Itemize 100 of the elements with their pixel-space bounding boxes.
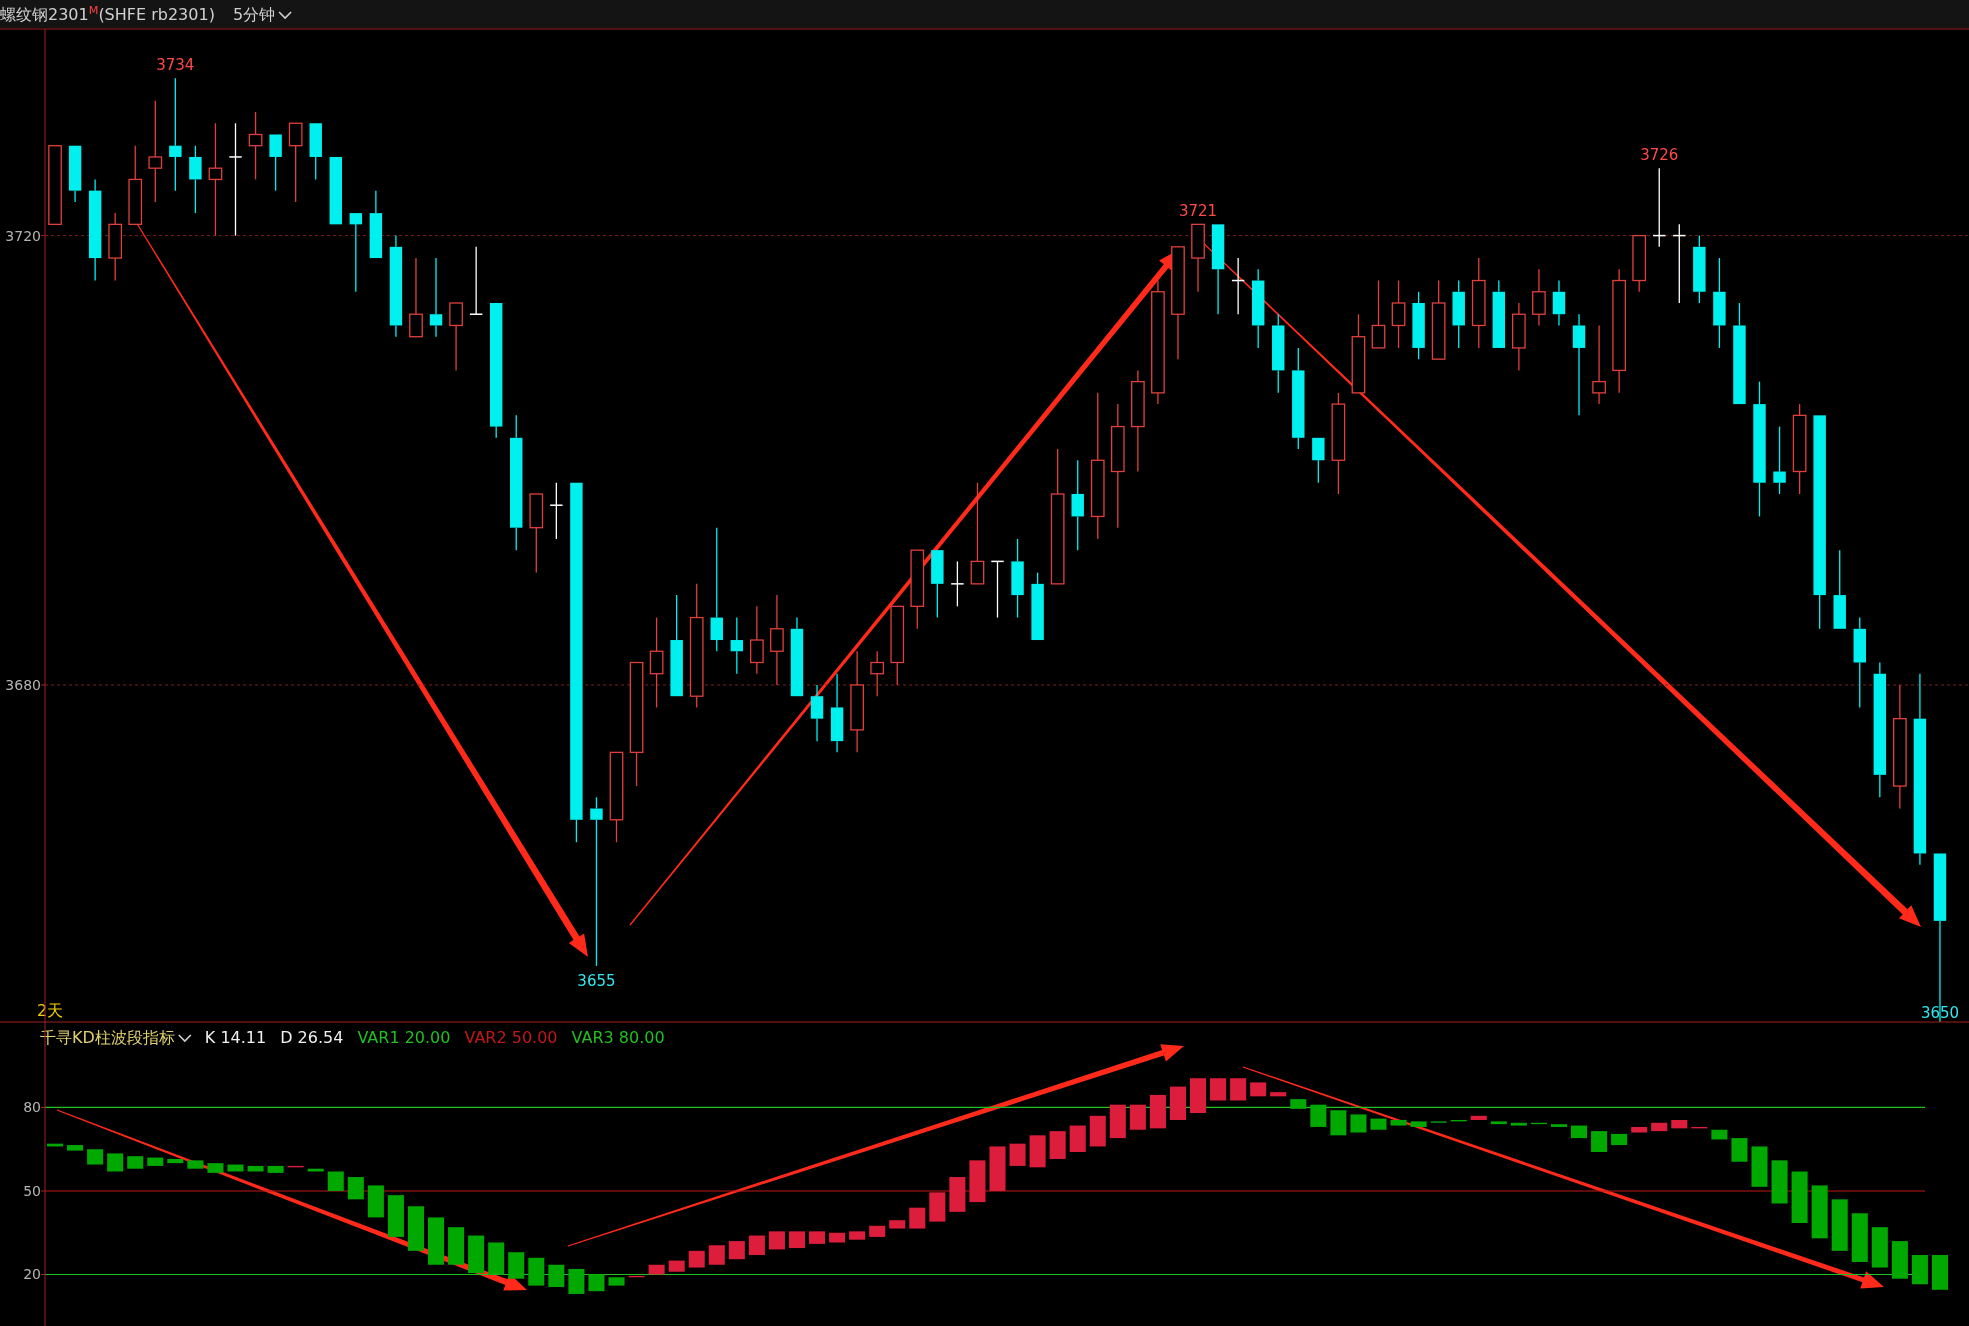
annotation: 3726 bbox=[1640, 146, 1679, 165]
candlestick bbox=[1071, 459, 1084, 551]
y-tick-label: 50 bbox=[23, 1182, 41, 1199]
annotation: VAR3 80.00 bbox=[571, 1028, 665, 1047]
bar bbox=[949, 1177, 966, 1212]
bar bbox=[207, 1163, 224, 1173]
bar bbox=[1210, 1078, 1227, 1101]
candlestick bbox=[1532, 268, 1546, 327]
candlestick bbox=[750, 605, 764, 675]
bar bbox=[347, 1177, 364, 1200]
bar bbox=[327, 1171, 344, 1191]
candlestick bbox=[549, 482, 564, 540]
y-tick-label: 80 bbox=[23, 1099, 41, 1116]
bar bbox=[1751, 1146, 1768, 1187]
annotation: 3655 bbox=[577, 971, 616, 990]
candlestick bbox=[1552, 279, 1566, 327]
bar bbox=[127, 1156, 144, 1169]
bar bbox=[187, 1160, 204, 1169]
annotation: VAR1 20.00 bbox=[357, 1028, 451, 1047]
bar bbox=[909, 1207, 926, 1229]
candlestick bbox=[1893, 684, 1907, 810]
bar bbox=[969, 1160, 986, 1203]
candlestick bbox=[1592, 324, 1606, 405]
bar bbox=[1571, 1125, 1588, 1139]
bar bbox=[1149, 1094, 1166, 1129]
bar bbox=[1831, 1199, 1848, 1251]
candlestick bbox=[1110, 403, 1125, 529]
bar bbox=[87, 1149, 104, 1165]
candlestick bbox=[1151, 279, 1165, 405]
bar bbox=[1169, 1086, 1186, 1120]
candlestick bbox=[148, 100, 163, 203]
bar bbox=[1470, 1115, 1487, 1120]
bar bbox=[728, 1241, 745, 1260]
bar bbox=[107, 1153, 124, 1172]
bar bbox=[869, 1225, 886, 1237]
bar bbox=[548, 1264, 565, 1288]
bar bbox=[1129, 1104, 1146, 1130]
annotation: 3734 bbox=[156, 56, 195, 75]
candlestick bbox=[1913, 673, 1927, 866]
annotation: K 14.11 bbox=[204, 1028, 267, 1047]
annotation: VAR2 50.00 bbox=[464, 1028, 558, 1047]
bar bbox=[889, 1220, 906, 1229]
y-tick-label: 3720 bbox=[5, 227, 41, 244]
candlestick bbox=[169, 77, 182, 192]
candlestick bbox=[730, 616, 744, 675]
candlestick bbox=[248, 111, 263, 181]
bar bbox=[748, 1235, 765, 1256]
bar bbox=[1390, 1119, 1407, 1126]
bar bbox=[1711, 1129, 1728, 1140]
bar bbox=[488, 1242, 505, 1275]
candlestick bbox=[1090, 392, 1105, 540]
bar bbox=[1089, 1115, 1106, 1147]
bar bbox=[1069, 1125, 1086, 1153]
candlestick bbox=[510, 414, 523, 551]
candlestick bbox=[1471, 257, 1486, 349]
bar bbox=[1931, 1255, 1948, 1290]
bar bbox=[468, 1235, 485, 1274]
bar bbox=[1230, 1078, 1247, 1101]
bar bbox=[247, 1165, 264, 1172]
candlestick bbox=[649, 616, 664, 709]
chart-title: 千寻KD柱波段指标 bbox=[40, 1028, 175, 1047]
bar bbox=[407, 1206, 424, 1251]
bar bbox=[1190, 1078, 1207, 1114]
candlestick bbox=[1011, 538, 1024, 619]
bar bbox=[989, 1146, 1006, 1191]
bar bbox=[1851, 1213, 1868, 1262]
candlestick bbox=[1713, 257, 1726, 349]
annotation: D 26.54 bbox=[280, 1028, 344, 1047]
candlestick bbox=[1572, 313, 1586, 416]
candlestick bbox=[830, 673, 844, 754]
bar bbox=[1591, 1131, 1608, 1153]
chart-subtitle: 5分钟 bbox=[232, 5, 276, 24]
candlestick bbox=[1131, 369, 1145, 473]
bar bbox=[809, 1231, 826, 1244]
bar bbox=[67, 1145, 84, 1151]
bar bbox=[147, 1157, 164, 1166]
bar bbox=[1310, 1104, 1327, 1127]
candlestick bbox=[850, 650, 864, 754]
candlestick bbox=[1512, 302, 1526, 372]
bar bbox=[528, 1257, 545, 1286]
bar bbox=[1410, 1121, 1427, 1127]
bar bbox=[1791, 1171, 1808, 1223]
bar bbox=[1911, 1255, 1928, 1285]
bar bbox=[668, 1260, 685, 1272]
bar bbox=[1871, 1227, 1888, 1268]
bar bbox=[508, 1252, 525, 1279]
bar bbox=[1651, 1122, 1668, 1132]
bar bbox=[1550, 1124, 1567, 1127]
bar bbox=[1029, 1135, 1046, 1168]
bar bbox=[568, 1268, 585, 1294]
annotation: 2天 bbox=[37, 1001, 64, 1020]
bar bbox=[1290, 1099, 1307, 1109]
bar bbox=[387, 1195, 404, 1237]
bar bbox=[1771, 1160, 1788, 1204]
y-tick-label: 3680 bbox=[5, 676, 41, 693]
bar bbox=[708, 1245, 725, 1265]
bar bbox=[1611, 1133, 1628, 1146]
bar bbox=[1631, 1126, 1648, 1133]
candlestick bbox=[228, 122, 243, 237]
candlestick bbox=[208, 122, 223, 237]
